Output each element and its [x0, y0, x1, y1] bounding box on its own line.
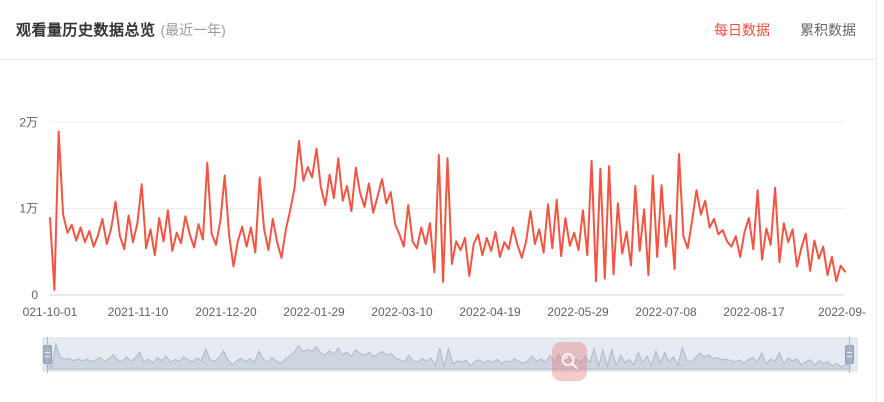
y-tick-zero: 0	[31, 288, 38, 302]
title-wrap: 观看量历史数据总览 (最近一年)	[16, 19, 226, 40]
x-tick-2022-01-29: 2022-01-29	[283, 305, 345, 319]
handle-grip-lines	[847, 352, 852, 353]
daily-views-line-series	[49, 130, 846, 291]
page-title: 观看量历史数据总览	[16, 22, 156, 39]
datazoom-right-handle[interactable]	[845, 337, 854, 373]
magnifier-icon	[561, 352, 577, 369]
x-tick-2022-07-08: 2022-07-08	[635, 305, 697, 319]
x-tick-2022-05-29: 2022-05-29	[547, 305, 609, 319]
datazoom-left-handle[interactable]	[43, 337, 52, 373]
x-tick-2021-11-10: 2021-11-10	[107, 305, 169, 319]
datazoom-mini-area-chart	[46, 342, 851, 370]
card-right-border	[876, 0, 877, 402]
y-tick-1wan: 1万	[19, 201, 38, 216]
zoom-cursor-overlay	[552, 342, 587, 381]
title-subtitle: (最近一年)	[160, 22, 226, 38]
tab-daily-data[interactable]: 每日数据	[714, 21, 770, 38]
x-tick-2021-12-20: 2021-12-20	[195, 305, 257, 319]
datazoom-slider-track[interactable]	[43, 338, 857, 371]
tab-cumulative-data[interactable]: 累积数据	[800, 21, 856, 38]
x-tick-2022-03-10: 2022-03-10	[371, 305, 433, 319]
x-tick-2021-10-01: 021-10-01	[22, 305, 78, 319]
x-tick-2022-04-19: 2022-04-19	[459, 305, 521, 319]
handle-grip-lines	[45, 352, 50, 353]
x-tick-2022-08-17: 2022-08-17	[723, 305, 785, 319]
y-tick-2wan: 2万	[19, 115, 38, 130]
data-mode-tabs: 每日数据 累积数据	[714, 20, 856, 40]
card-header: 观看量历史数据总览 (最近一年) 每日数据 累积数据	[0, 0, 876, 60]
x-tick-2022-09: 2022-09-	[817, 305, 867, 319]
